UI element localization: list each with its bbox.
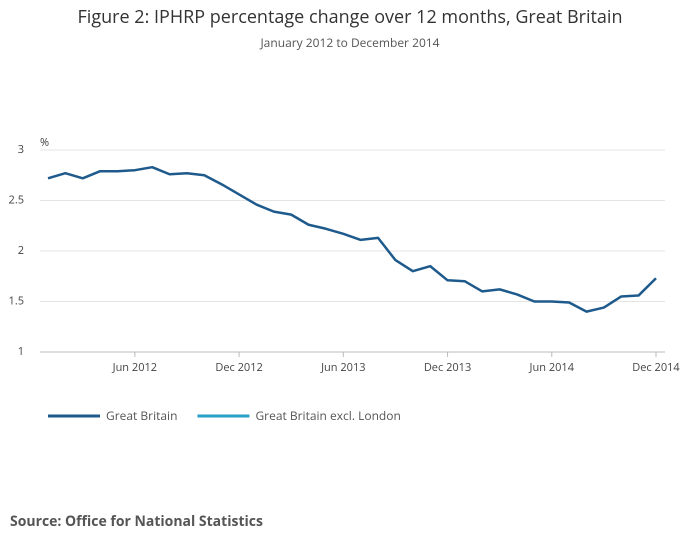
- x-tick-label: Dec 2013: [424, 360, 471, 375]
- y-tick-label: 1.5: [9, 293, 24, 308]
- chart-title: Figure 2: IPHRP percentage change over 1…: [78, 5, 623, 29]
- y-axis-label: %: [40, 135, 49, 150]
- y-tick-label: 3: [18, 142, 24, 157]
- x-tick-label: Jun 2014: [529, 360, 575, 375]
- y-tick-label: 1: [18, 344, 24, 359]
- legend-label: Great Britain excl. London: [255, 407, 400, 424]
- series-line: [47, 165, 657, 313]
- x-tick-label: Jun 2013: [320, 360, 365, 375]
- source: Source: Office for National Statistics: [10, 512, 263, 531]
- legend-label: Great Britain: [106, 407, 177, 424]
- y-tick-label: 2.5: [9, 192, 24, 207]
- chart-subtitle: January 2012 to December 2014: [259, 34, 439, 51]
- x-tick-label: Jun 2012: [112, 360, 157, 375]
- y-tick-label: 2: [18, 243, 24, 258]
- x-tick-label: Dec 2014: [632, 360, 680, 375]
- x-tick-label: Dec 2012: [215, 360, 262, 375]
